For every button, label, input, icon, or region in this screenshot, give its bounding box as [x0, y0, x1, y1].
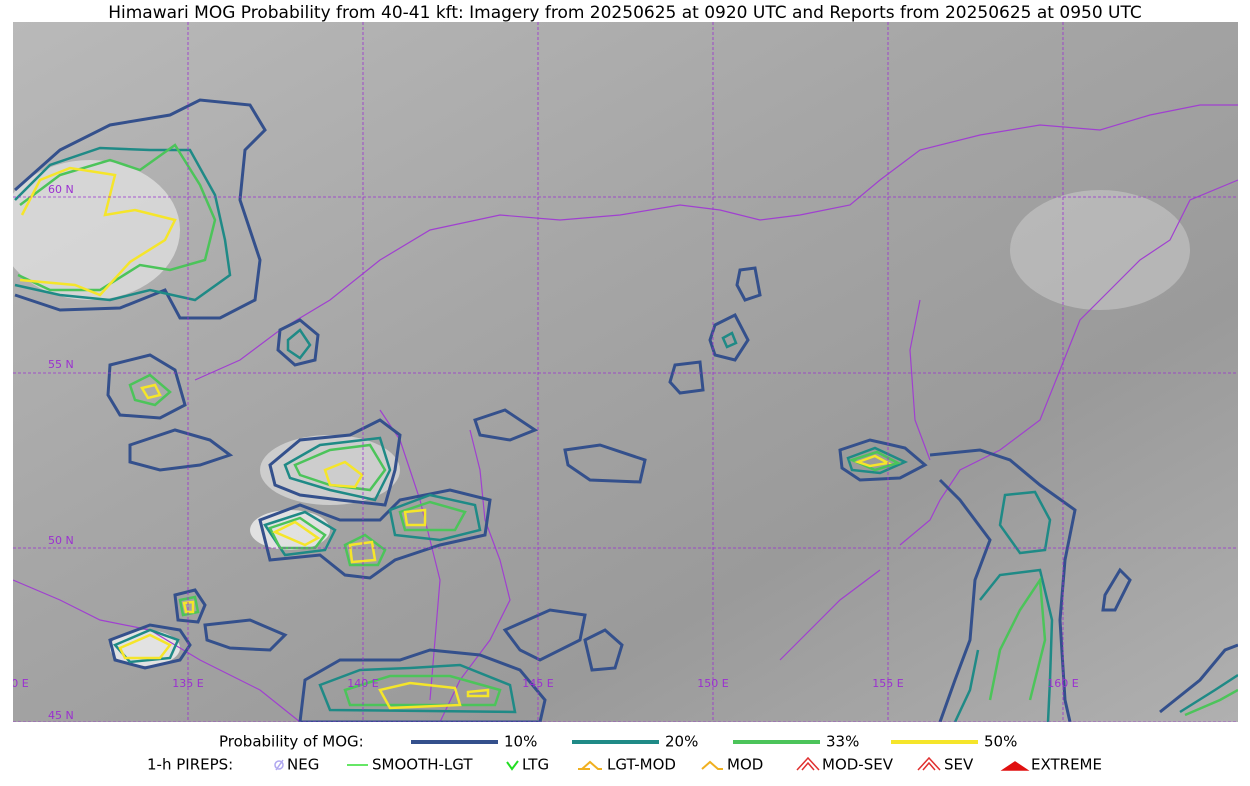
map: 60 N 55 N 50 N 45 N 130 E 135 E 140 E 145 E 150 … [0, 22, 1238, 722]
legend-label: EXTREME [1031, 756, 1102, 774]
lat-label: 50 N [48, 534, 74, 547]
legend-label: 50% [984, 733, 1017, 751]
legend-label: LGT-MOD [607, 756, 676, 774]
lat-label: 45 N [48, 709, 74, 722]
legend-title: Probability of MOG: [219, 733, 364, 751]
legend-label: MOD [727, 756, 763, 774]
pirep-icon [1000, 761, 1030, 771]
pirep-icon [701, 760, 723, 770]
pirep-icon [274, 759, 284, 771]
cloud [250, 510, 330, 550]
mog-contours [14, 98, 1238, 722]
lat-label: 55 N [48, 358, 74, 371]
cloud [1010, 190, 1190, 310]
legend: Probability of MOG: 10% 20% 33% 50% 1-h PIREP… [147, 733, 1102, 774]
pirep-icon [578, 760, 602, 770]
legend-label: 10% [504, 733, 537, 751]
grid: 60 N 55 N 50 N 45 N 130 E 135 E 140 E 145 E 150 … [0, 22, 1238, 722]
lon-label: 135 E [172, 677, 203, 690]
satellite-image [13, 22, 1238, 722]
legend-label: NEG [287, 756, 319, 774]
lon-label: 145 E [522, 677, 553, 690]
legend-title: 1-h PIREPS: [147, 756, 233, 774]
title: Himawari MOG Probability from 40-41 kft:… [108, 3, 1142, 23]
legend-label: SMOOTH-LGT [372, 756, 473, 774]
pirep-icon [506, 760, 519, 771]
legend-label: LTG [522, 756, 549, 774]
cloud [260, 435, 400, 505]
lat-label: 60 N [48, 183, 74, 196]
lon-label: 150 E [697, 677, 728, 690]
lon-label: 155 E [872, 677, 903, 690]
lon-label: 130 E [0, 677, 29, 690]
legend-label: MOD-SEV [822, 756, 894, 774]
lon-label: 160 E [1047, 677, 1078, 690]
legend-label: 20% [665, 733, 698, 751]
legend-label: SEV [944, 756, 974, 774]
pirep-icon [796, 756, 820, 771]
legend-label: 33% [826, 733, 859, 751]
pirep-icon [917, 756, 941, 771]
lon-label: 140 E [347, 677, 378, 690]
